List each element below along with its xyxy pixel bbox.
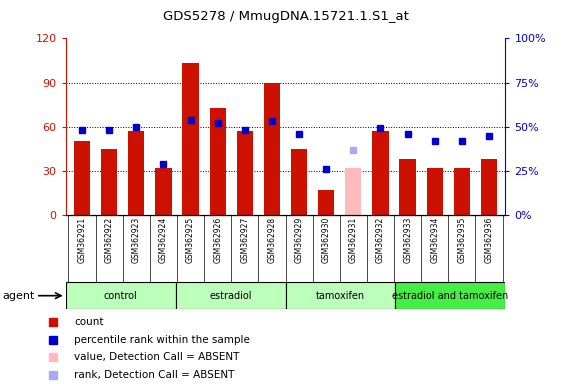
Text: GSM362936: GSM362936 — [485, 217, 493, 263]
Text: GSM362925: GSM362925 — [186, 217, 195, 263]
Text: GSM362935: GSM362935 — [457, 217, 467, 263]
Text: tamoxifen: tamoxifen — [316, 291, 365, 301]
Text: GSM362923: GSM362923 — [132, 217, 140, 263]
Bar — [176, 282, 286, 309]
Bar — [236, 131, 253, 215]
Text: GSM362931: GSM362931 — [349, 217, 358, 263]
Text: count: count — [74, 317, 103, 327]
Bar — [400, 159, 416, 215]
Text: control: control — [104, 291, 138, 301]
Bar — [318, 190, 335, 215]
Text: estradiol: estradiol — [210, 291, 252, 301]
Bar — [372, 131, 389, 215]
Bar — [210, 108, 226, 215]
Bar — [454, 168, 470, 215]
Bar — [182, 63, 199, 215]
Text: percentile rank within the sample: percentile rank within the sample — [74, 334, 250, 344]
Bar — [264, 83, 280, 215]
Text: estradiol and tamoxifen: estradiol and tamoxifen — [392, 291, 509, 301]
Text: GSM362933: GSM362933 — [403, 217, 412, 263]
Text: GSM362926: GSM362926 — [213, 217, 222, 263]
Text: GSM362927: GSM362927 — [240, 217, 250, 263]
Text: GDS5278 / MmugDNA.15721.1.S1_at: GDS5278 / MmugDNA.15721.1.S1_at — [163, 10, 408, 23]
Text: GSM362921: GSM362921 — [78, 217, 86, 263]
Bar — [345, 168, 361, 215]
Bar — [66, 282, 176, 309]
Text: GSM362928: GSM362928 — [267, 217, 276, 263]
Bar — [481, 159, 497, 215]
Text: value, Detection Call = ABSENT: value, Detection Call = ABSENT — [74, 353, 239, 362]
Bar — [155, 168, 171, 215]
Bar — [395, 282, 505, 309]
Bar — [101, 149, 117, 215]
Text: GSM362924: GSM362924 — [159, 217, 168, 263]
Bar — [286, 282, 395, 309]
Text: GSM362922: GSM362922 — [104, 217, 114, 263]
Bar — [427, 168, 443, 215]
Bar — [291, 149, 307, 215]
Bar — [74, 141, 90, 215]
Text: GSM362930: GSM362930 — [321, 217, 331, 263]
Text: GSM362934: GSM362934 — [431, 217, 439, 263]
Text: GSM362929: GSM362929 — [295, 217, 304, 263]
Bar — [128, 131, 144, 215]
Text: agent: agent — [3, 291, 35, 301]
Text: rank, Detection Call = ABSENT: rank, Detection Call = ABSENT — [74, 370, 234, 380]
Text: GSM362932: GSM362932 — [376, 217, 385, 263]
